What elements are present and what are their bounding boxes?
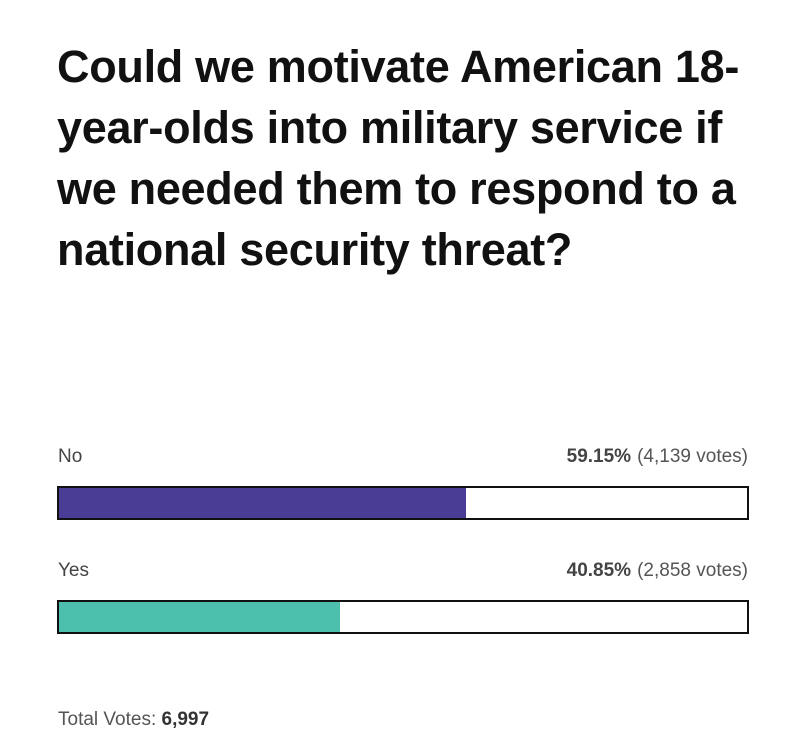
option-header: Yes 40.85% (2,858 votes)	[57, 559, 749, 583]
option-stats: 40.85% (2,858 votes)	[567, 559, 748, 583]
bar-track	[57, 600, 749, 634]
bar-track	[57, 486, 749, 520]
poll-question: Could we motivate American 18-year-olds …	[57, 41, 740, 275]
option-label: Yes	[58, 560, 89, 581]
poll-option-no: No 59.15% (4,139 votes)	[57, 445, 749, 520]
option-votes: (4,139 votes)	[637, 446, 748, 467]
option-header: No 59.15% (4,139 votes)	[57, 445, 749, 469]
option-percent: 59.15%	[566, 446, 632, 467]
total-votes-label: Total Votes:	[58, 709, 157, 730]
bar-fill-no	[59, 488, 466, 518]
option-stats: 59.15% (4,139 votes)	[567, 445, 748, 469]
poll-option-yes: Yes 40.85% (2,858 votes)	[57, 559, 749, 634]
option-percent: 40.85%	[566, 560, 632, 581]
poll-widget: Could we motivate American 18-year-olds …	[57, 0, 749, 750]
total-votes-value: 6,997	[161, 709, 210, 730]
option-votes: (2,858 votes)	[637, 560, 748, 581]
total-votes: Total Votes: 6,997	[58, 708, 209, 732]
bar-fill-yes	[59, 602, 341, 632]
option-label: No	[58, 446, 83, 467]
